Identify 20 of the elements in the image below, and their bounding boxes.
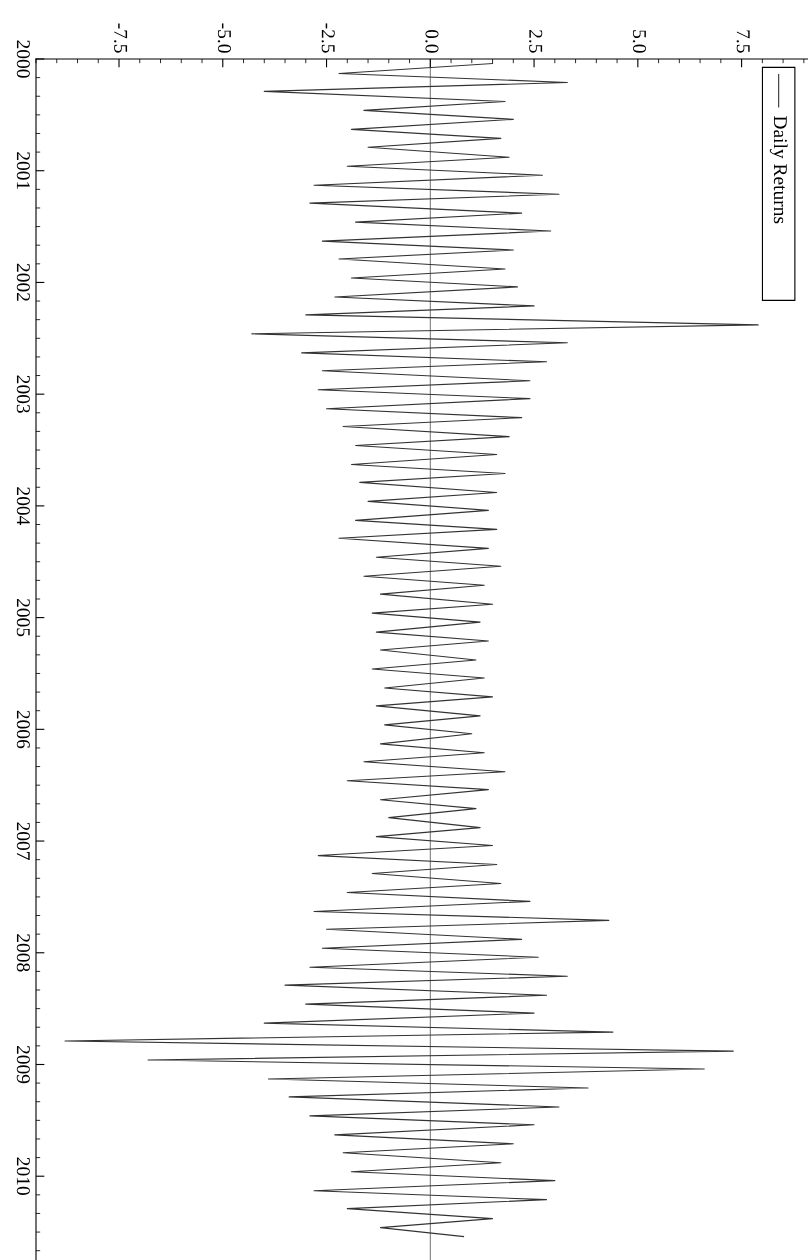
y-tick-label: 2004 xyxy=(16,487,30,526)
line-series xyxy=(64,62,759,1238)
x-tick-label: 0.0 xyxy=(425,29,439,53)
y-tick-label: 2005 xyxy=(16,599,30,637)
y-tick-label: 2001 xyxy=(16,152,30,189)
x-tick-label: -2.5 xyxy=(321,23,335,53)
y-tick-label: 2003 xyxy=(16,375,30,413)
x-tick-label: 7.5 xyxy=(736,30,750,53)
y-tick-label: 2002 xyxy=(16,263,30,301)
y-tick-label: 2008 xyxy=(16,934,30,972)
legend-label: Daily Returns xyxy=(769,116,788,224)
y-tick-label: 2010 xyxy=(16,1157,30,1195)
y-tick-label: 2006 xyxy=(16,710,30,749)
x-tick-label: 5.0 xyxy=(632,30,647,53)
x-tick-label: -7.5 xyxy=(114,23,128,53)
y-tick-label: 2000 xyxy=(16,40,30,78)
y-tick-label: 2007 xyxy=(16,822,30,860)
y-tick-label: 2009 xyxy=(16,1045,30,1084)
x-tick-label: -5.0 xyxy=(217,23,232,53)
x-tick-label: 2.5 xyxy=(529,29,543,53)
